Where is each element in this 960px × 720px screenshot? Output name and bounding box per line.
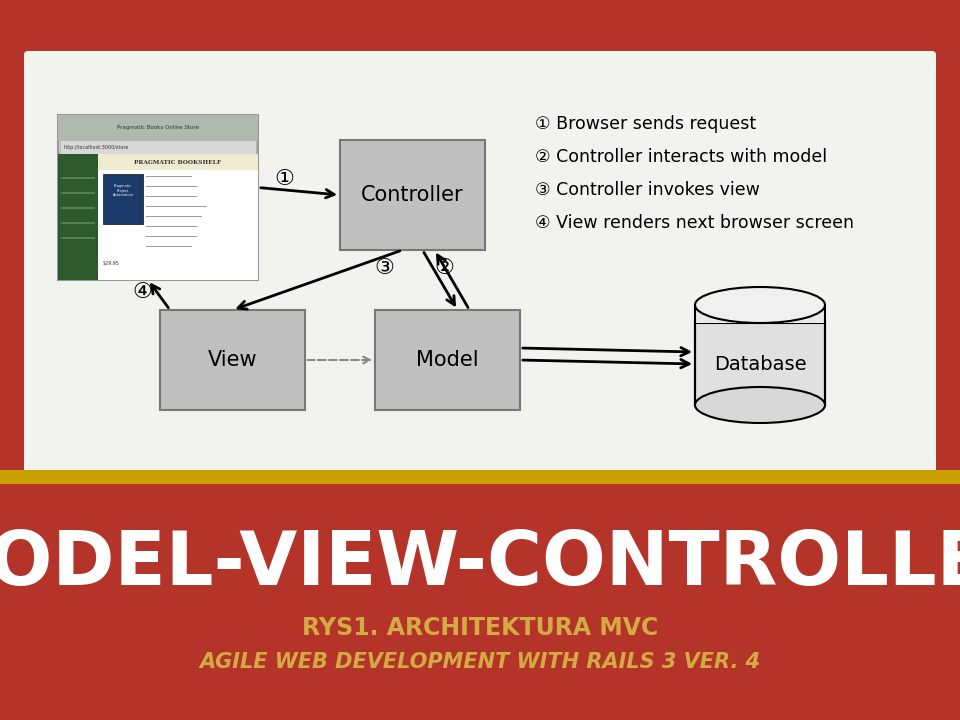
Text: Database: Database (713, 354, 806, 374)
Text: ③: ③ (374, 258, 395, 278)
FancyBboxPatch shape (58, 115, 258, 280)
Text: RYS1. ARCHITEKTURA MVC: RYS1. ARCHITEKTURA MVC (301, 616, 659, 640)
FancyBboxPatch shape (375, 310, 520, 410)
Text: ④: ④ (132, 282, 152, 302)
Text: ②: ② (435, 258, 454, 278)
Text: ① Browser sends request: ① Browser sends request (535, 115, 756, 133)
Text: PRAGMATIC BOOKSHELF: PRAGMATIC BOOKSHELF (134, 160, 222, 164)
Bar (58, 154, 98, 280)
Bar (60, 140, 256, 154)
Text: Pragmatic
Project
Automation: Pragmatic Project Automation (112, 184, 133, 197)
Text: Model: Model (417, 350, 479, 370)
Bar (695, 323, 825, 405)
Bar (98, 154, 258, 280)
Text: $29.95: $29.95 (103, 261, 120, 266)
FancyBboxPatch shape (160, 310, 305, 410)
Text: ② Controller interacts with model: ② Controller interacts with model (535, 148, 828, 166)
FancyBboxPatch shape (340, 140, 485, 250)
Text: AGILE WEB DEVELOPMENT WITH RAILS 3 VER. 4: AGILE WEB DEVELOPMENT WITH RAILS 3 VER. … (200, 652, 760, 672)
Text: Controller: Controller (361, 185, 464, 205)
FancyBboxPatch shape (24, 51, 936, 479)
Text: Pragmatic Books Online Store: Pragmatic Books Online Store (117, 125, 199, 130)
Text: ①: ① (274, 169, 294, 189)
Ellipse shape (695, 287, 825, 323)
Bar (695, 305, 825, 323)
Text: http://localhost:3000/store: http://localhost:3000/store (64, 145, 130, 150)
Text: View: View (207, 350, 257, 370)
Bar (58, 115, 258, 140)
Bar (98, 154, 258, 170)
Text: ③ Controller invokes view: ③ Controller invokes view (535, 181, 760, 199)
Text: MODEL-VIEW-CONTROLLER: MODEL-VIEW-CONTROLLER (0, 528, 960, 601)
Ellipse shape (695, 387, 825, 423)
Bar (0, 470, 960, 484)
Bar (103, 174, 143, 224)
Text: ④ View renders next browser screen: ④ View renders next browser screen (535, 214, 854, 232)
